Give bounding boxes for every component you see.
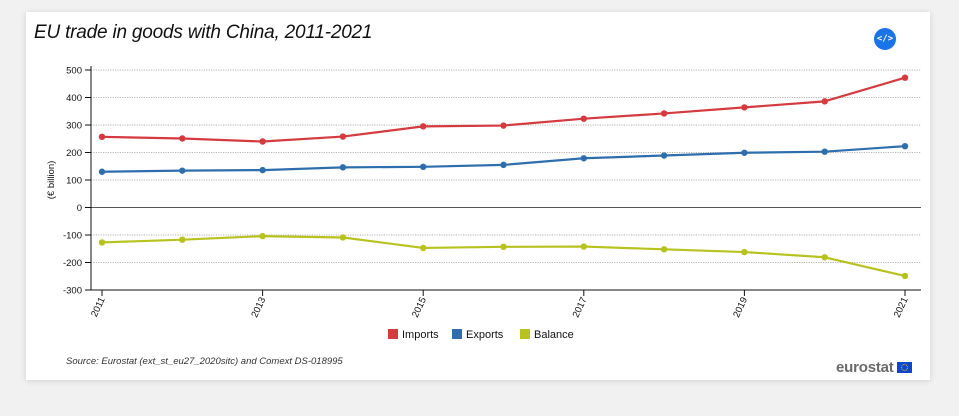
embed-code-button[interactable]: </> bbox=[874, 28, 896, 50]
code-icon: </> bbox=[876, 34, 894, 44]
y-tick-label: 400 bbox=[66, 93, 82, 104]
data-point-exports bbox=[660, 152, 668, 159]
data-point-imports bbox=[420, 123, 427, 130]
y-tick-label: 100 bbox=[66, 175, 82, 186]
data-point-imports bbox=[901, 74, 909, 81]
brand-text: eurostat bbox=[836, 359, 894, 376]
y-tick-label: 300 bbox=[66, 120, 82, 131]
data-point-balance bbox=[420, 244, 427, 252]
data-point-exports bbox=[741, 149, 748, 156]
data-point-balance bbox=[660, 246, 668, 253]
source-note: Source: Eurostat (ext_st_eu27_2020sitc) … bbox=[66, 356, 343, 367]
data-point-imports bbox=[580, 115, 587, 122]
data-point-exports bbox=[420, 163, 427, 170]
data-point-balance bbox=[580, 243, 587, 250]
data-point-balance bbox=[901, 272, 909, 280]
chart-card: EU trade in goods with China, 2011-2021 … bbox=[26, 12, 930, 380]
x-tick-label: 2013 bbox=[249, 296, 268, 320]
data-point-exports bbox=[580, 155, 587, 162]
data-point-exports bbox=[98, 168, 106, 175]
y-tick-label: -100 bbox=[63, 230, 82, 241]
data-point-imports bbox=[821, 98, 828, 105]
data-point-balance bbox=[179, 236, 186, 243]
data-point-balance bbox=[98, 239, 106, 246]
data-point-imports bbox=[179, 135, 186, 142]
legend-label-balance: Balance bbox=[534, 329, 574, 341]
data-point-balance bbox=[821, 254, 828, 261]
data-point-exports bbox=[339, 164, 347, 171]
y-tick-label: 500 bbox=[66, 65, 82, 76]
legend-label-exports: Exports bbox=[466, 329, 504, 341]
y-tick-label: -200 bbox=[63, 258, 82, 269]
data-point-exports bbox=[179, 167, 186, 174]
line-chart: -300 -200 -100 0 100 200 300 400 500 (€ billion) 2… bbox=[46, 65, 921, 341]
legend-label-imports: Imports bbox=[402, 329, 439, 341]
x-tick-label: 2015 bbox=[410, 296, 429, 320]
data-point-exports bbox=[259, 166, 266, 174]
eu-flag-icon bbox=[896, 362, 912, 373]
legend-swatch-balance bbox=[520, 329, 530, 339]
chart-title: EU trade in goods with China, 2011-2021 bbox=[34, 22, 373, 43]
data-point-imports bbox=[500, 122, 507, 129]
x-tick-label: 2021 bbox=[892, 296, 911, 320]
y-tick-label: 200 bbox=[66, 148, 82, 159]
y-tick-label: -300 bbox=[63, 285, 82, 296]
x-tick-label: 2019 bbox=[731, 296, 750, 320]
x-tick-label: 2011 bbox=[89, 296, 108, 319]
data-point-imports bbox=[741, 104, 748, 111]
y-axis-label: (€ billion) bbox=[46, 161, 57, 200]
series-line-balance bbox=[101, 235, 906, 278]
legend-swatch-imports bbox=[388, 329, 398, 339]
data-point-exports bbox=[901, 142, 909, 150]
data-point-imports bbox=[259, 138, 266, 145]
y-tick-label: 0 bbox=[77, 203, 82, 214]
eurostat-logo: eurostat bbox=[836, 359, 912, 376]
data-point-imports bbox=[98, 133, 106, 141]
data-point-balance bbox=[259, 232, 266, 240]
x-tick-label: 2017 bbox=[571, 296, 590, 320]
data-point-balance bbox=[500, 243, 507, 251]
series-line-imports bbox=[101, 76, 906, 143]
data-point-balance bbox=[339, 234, 347, 241]
data-point-imports bbox=[660, 110, 668, 117]
data-point-balance bbox=[741, 248, 748, 256]
data-point-exports bbox=[500, 161, 507, 169]
legend-swatch-exports bbox=[452, 329, 462, 339]
data-point-imports bbox=[339, 133, 347, 140]
data-point-exports bbox=[821, 148, 828, 155]
